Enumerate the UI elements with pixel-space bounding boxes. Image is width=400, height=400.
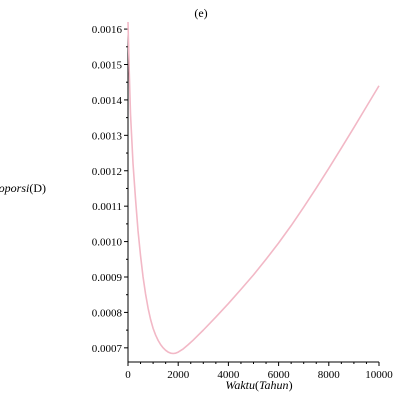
- x-ticks: 0 2000 4000 6000 8000 10000: [125, 362, 393, 381]
- y-tick-label: 0.0012: [92, 166, 122, 178]
- y-tick-label: 0.0009: [92, 272, 123, 284]
- x-tick-label: 4000: [217, 369, 240, 381]
- svg-text:Proporsi(D): Proporsi(D): [0, 181, 46, 195]
- y-tick-label: 0.0010: [92, 237, 123, 249]
- svg-text:Waktu(Tahun): Waktu(Tahun): [225, 378, 292, 392]
- y-axis-open-paren: (: [29, 181, 33, 195]
- x-axis-name: Waktu: [225, 378, 255, 392]
- y-tick-label: 0.0008: [92, 307, 123, 319]
- x-tick-label: 10000: [365, 369, 393, 381]
- y-ticks: 0.0007 0.0008 0.0009 0.0010 0.0011 0.0012 0.00…: [92, 24, 128, 355]
- chart-title: (e): [194, 6, 207, 20]
- y-tick-label: 0.0013: [92, 130, 123, 142]
- y-tick-label: 0.0007: [92, 343, 123, 355]
- x-axis-close-paren: ): [289, 378, 293, 392]
- y-axis-name: Proporsi: [0, 181, 29, 195]
- y-tick-label: 0.0011: [92, 201, 122, 213]
- y-axis-label: Proporsi(D): [0, 181, 46, 195]
- x-tick-label: 2000: [167, 369, 190, 381]
- x-tick-label: 6000: [268, 369, 291, 381]
- y-tick-label: 0.0016: [92, 24, 123, 36]
- y-axis-close-paren: ): [42, 181, 46, 195]
- x-tick-label: 0: [125, 369, 131, 381]
- x-axis-open-paren: (: [255, 378, 259, 392]
- series-line-1: [127, 21, 380, 355]
- y-tick-label: 0.0015: [92, 60, 123, 72]
- x-tick-label: 8000: [318, 369, 341, 381]
- y-tick-label: 0.0014: [92, 95, 123, 107]
- x-axis-label: Waktu(Tahun): [225, 378, 292, 392]
- series-layer: [127, 21, 380, 355]
- y-axis-var: D: [33, 181, 42, 195]
- x-axis-unit: Tahun: [259, 378, 289, 392]
